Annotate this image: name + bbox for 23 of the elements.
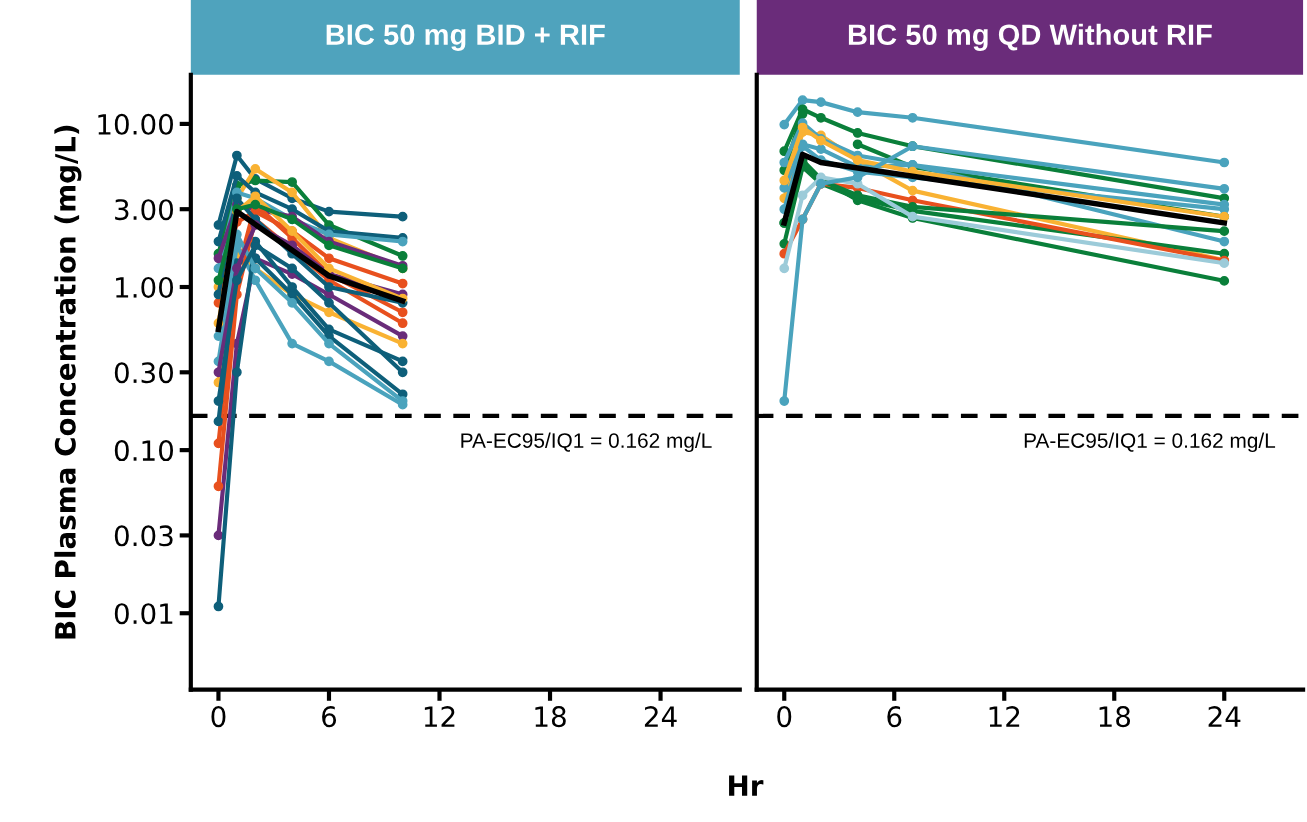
x-tick-label: 24 — [1208, 706, 1241, 727]
x-tick-label: 24 — [644, 706, 677, 727]
y-tick-label: 0.30 — [114, 362, 174, 384]
ref-line-label: PA-EC95/IQ1 = 0.162 mg/L — [461, 432, 712, 453]
x-tick-label: 0 — [211, 706, 226, 728]
x-tick-label: 18 — [535, 706, 566, 728]
x-axis-title: Hr — [729, 775, 764, 796]
y-tick-label: 0.03 — [114, 525, 173, 547]
x-tick-label: 6 — [322, 706, 337, 728]
x-tick-label: 18 — [1099, 706, 1131, 728]
y-tick-label: 10.00 — [98, 113, 174, 135]
y-axis-title: BIC Plasma Concentration (mg/L) — [54, 125, 82, 639]
ref-line-label: PA-EC95/IQ1 = 0.162 mg/L — [1024, 432, 1276, 453]
x-tick-label: 0 — [777, 706, 792, 728]
y-tick-label: 3.00 — [115, 199, 174, 221]
x-tick-label: 12 — [989, 706, 1020, 727]
y-tick-label: 1.00 — [116, 276, 174, 298]
y-tick-label: 0.01 — [114, 603, 173, 625]
x-tick-label: 12 — [424, 706, 455, 727]
x-tick-label: 6 — [887, 706, 902, 728]
chart-title: BIC 50 mg QD Without RIF — [848, 23, 1212, 51]
chart-title: BIC 50 mg BID + RIF — [326, 24, 605, 51]
y-tick-label: 0.10 — [114, 440, 174, 462]
